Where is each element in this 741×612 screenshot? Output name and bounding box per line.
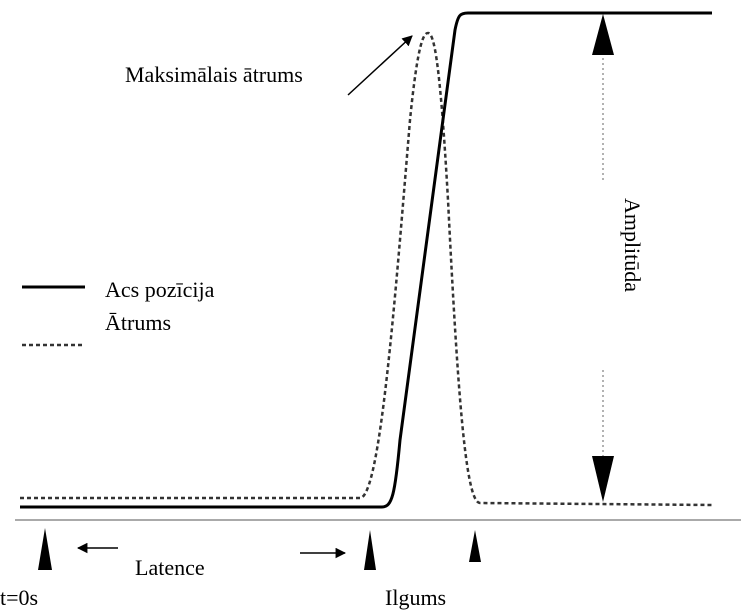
legend-position: Acs pozīcija [105,277,215,302]
amplitude-arrow-top [592,14,614,55]
amplitude-label: Amplitūda [620,198,645,292]
velocity-curve [20,31,713,507]
amplitude-arrow-bottom [592,456,614,502]
t0-marker [38,528,52,570]
duration-label: Ilgums [385,585,446,610]
peak-velocity-label: Maksimālais ātrums [125,62,303,87]
peak-arrow [347,35,413,96]
t0-label: t=0s [0,585,38,610]
latency-label: Latence [135,555,205,580]
saccade-end-marker [469,530,481,562]
saccade-start-marker [364,530,376,570]
position-curve [20,11,712,509]
legend-velocity: Ātrums [105,310,171,335]
